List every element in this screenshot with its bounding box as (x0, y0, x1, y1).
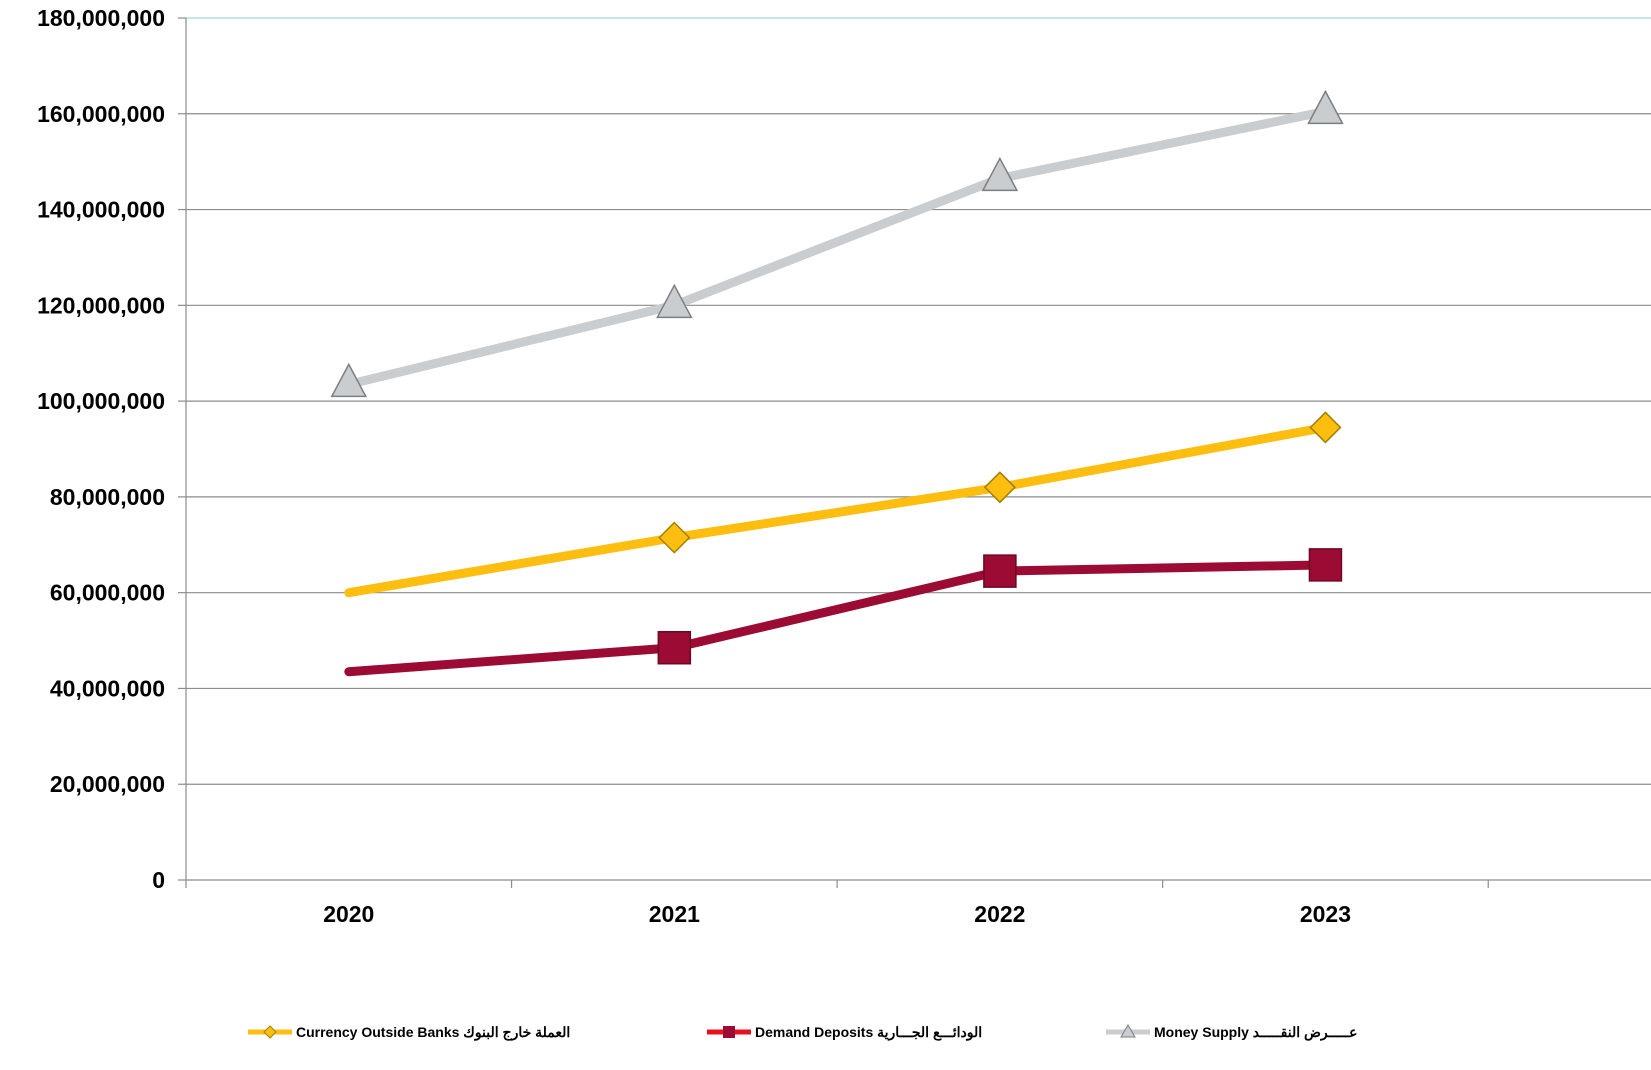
y-tick-label: 160,000,000 (37, 101, 165, 127)
point-money (981, 156, 1019, 192)
point-deposits (983, 554, 1017, 588)
x-tick-label: 2023 (1300, 901, 1351, 927)
y-tick-label: 140,000,000 (37, 197, 165, 223)
series-deposits (344, 548, 1343, 677)
point-currency (1309, 411, 1342, 444)
y-tick-label: 100,000,000 (37, 388, 165, 414)
x-tick-label: 2021 (649, 901, 700, 927)
series-line-money (344, 106, 1330, 389)
y-tick-label: 0 (152, 867, 165, 893)
y-tick-label: 20,000,000 (50, 771, 165, 797)
series-line-currency (344, 422, 1330, 598)
x-tick-label: 2022 (974, 901, 1025, 927)
y-tick-label: 80,000,000 (50, 484, 165, 510)
y-tick-label: 120,000,000 (37, 292, 165, 318)
point-currency (658, 521, 691, 554)
x-axis-tick-labels: 2020 2021 2022 2023 (323, 901, 1351, 927)
point-deposits (1308, 548, 1343, 582)
gridlines (186, 17, 1651, 785)
series-line-deposits (344, 560, 1330, 677)
y-tick-label: 40,000,000 (50, 675, 165, 701)
y-tick-label: 60,000,000 (50, 580, 165, 606)
point-money (656, 283, 693, 319)
point-currency (983, 471, 1016, 504)
point-money (1307, 89, 1344, 125)
series-lines (330, 89, 1344, 677)
y-axis-tick-labels: 0 20,000,000 40,000,000 60,000,000 80,000,00… (37, 5, 165, 893)
x-tick-label: 2020 (323, 901, 374, 927)
axes (178, 17, 1651, 888)
series-money (330, 89, 1344, 398)
y-tick-label: 180,000,000 (37, 5, 165, 31)
point-money (330, 362, 368, 398)
point-deposits (657, 630, 692, 665)
series-currency (344, 411, 1342, 598)
